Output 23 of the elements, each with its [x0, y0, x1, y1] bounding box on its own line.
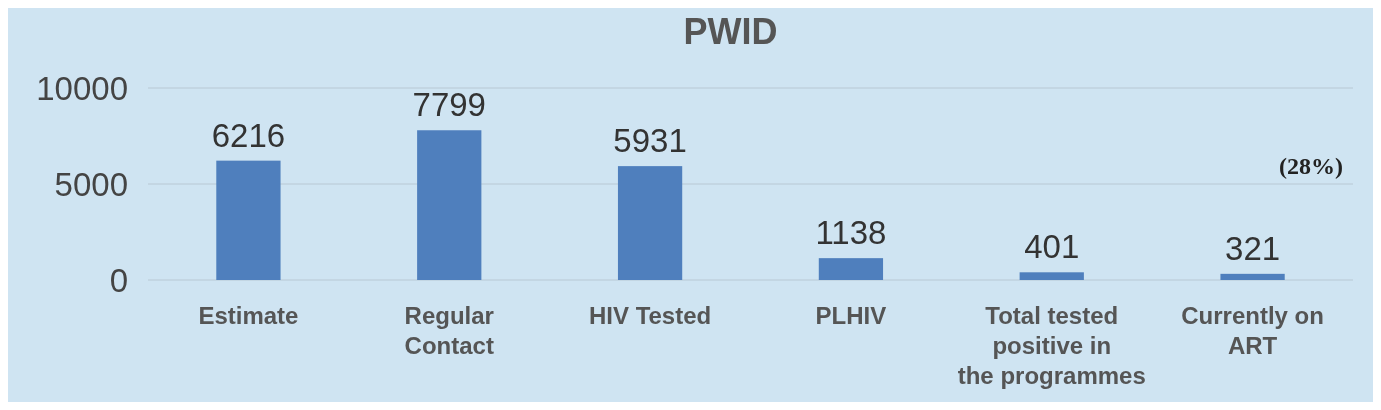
- bar: [216, 160, 281, 280]
- data-label: 6216: [211, 116, 286, 154]
- annotation: (28%): [1279, 153, 1343, 179]
- data-label: 7799: [412, 86, 486, 124]
- y-tick-label: 0: [109, 261, 128, 299]
- bar: [617, 166, 683, 280]
- x-tick-label: Estimate: [198, 302, 299, 329]
- y-tick-label: 10000: [36, 69, 128, 107]
- x-tick-label: Total tested positive in the programmes: [957, 302, 1146, 389]
- x-tick-label: Currently on ART: [1181, 302, 1324, 359]
- data-label: 5931: [613, 122, 687, 160]
- data-label: 321: [1225, 229, 1281, 267]
- y-tick-label: 5000: [54, 165, 128, 203]
- bar: [1019, 272, 1084, 280]
- bar: [1220, 273, 1285, 280]
- x-tick-label: PLHIV: [815, 302, 887, 329]
- x-tick-label: HIV Tested: [588, 302, 712, 329]
- data-label: 1138: [815, 214, 887, 252]
- chart-title: PWID: [683, 11, 778, 52]
- data-label: 401: [1024, 228, 1080, 266]
- bar: [818, 258, 884, 280]
- x-tick-label: Regular Contact: [404, 302, 494, 359]
- bar: [417, 130, 482, 280]
